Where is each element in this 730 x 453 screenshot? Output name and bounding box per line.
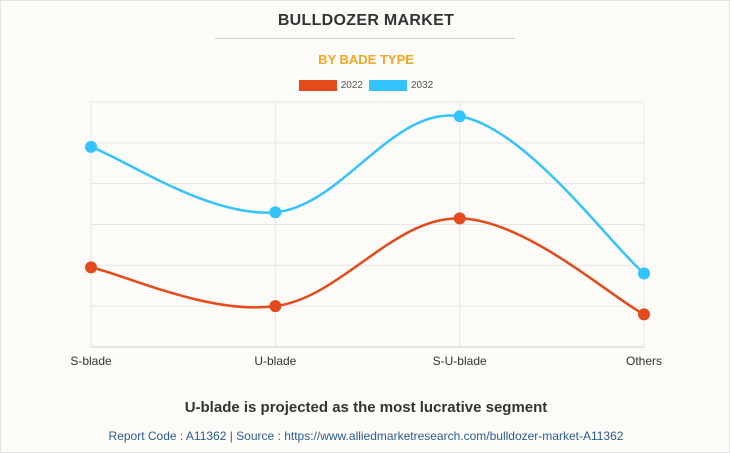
data-point-2032-others [638, 267, 650, 280]
legend-swatch-2032 [369, 80, 407, 91]
legend-item-2032[interactable]: 2032 [369, 80, 433, 91]
x-tick-label-s-blade: S-blade [70, 354, 112, 368]
legend-swatch-2022 [298, 80, 337, 91]
data-point-2022-u-blade [269, 300, 282, 313]
title-divider [215, 38, 515, 39]
chart-legend: 2022 2032 [1, 80, 730, 91]
x-tick-label-u-blade: U-blade [254, 354, 296, 368]
legend-label-2032: 2032 [411, 80, 434, 91]
series-line-2032 [90, 114, 645, 275]
x-tick-label-others: Others [626, 354, 662, 368]
legend-item-2022[interactable]: 2022 [298, 80, 363, 91]
x-tick-label-s-u-blade: S-U-blade [433, 354, 487, 368]
data-point-2022-s-blade [85, 261, 97, 274]
data-point-2032-u-blade [269, 206, 282, 219]
series-line-2022 [90, 217, 645, 316]
data-point-2032-s-u-blade [453, 110, 466, 123]
data-point-2022-s-u-blade [453, 212, 466, 225]
data-point-2032-s-blade [85, 140, 97, 153]
chart-subtitle: BY BADE TYPE [318, 52, 414, 67]
report-source-footer[interactable]: Report Code : A11362 | Source : https://… [108, 429, 624, 443]
data-point-2022-others [638, 308, 650, 321]
chart-title: BULLDOZER MARKET [277, 12, 455, 29]
legend-label-2022: 2022 [340, 80, 363, 91]
chart-headline: U-blade is projected as the most lucrati… [184, 399, 548, 416]
